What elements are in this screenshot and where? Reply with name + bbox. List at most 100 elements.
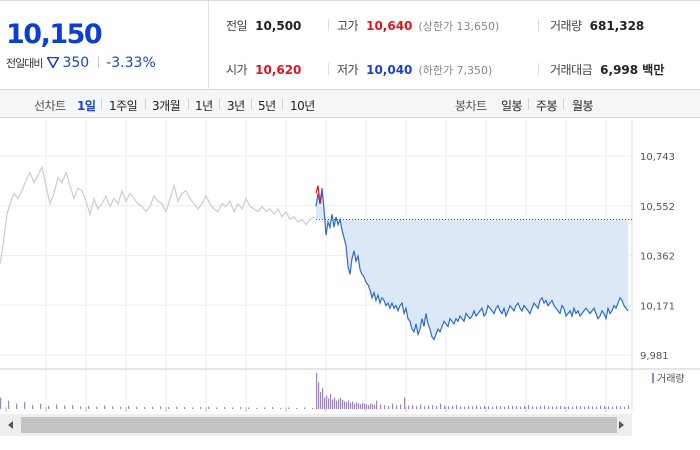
- volume-bar: [232, 407, 234, 409]
- tab-3-years[interactable]: 3년: [227, 99, 245, 113]
- volume-bar: [264, 407, 266, 409]
- current-price-box: 10,150 전일대비 350 -3.33%: [0, 1, 209, 90]
- stat-volume: 거래량 681,328: [550, 17, 644, 34]
- amount-value: 6,998 백만: [600, 63, 665, 77]
- volume-bar: [24, 402, 26, 409]
- tab-weekly-candle[interactable]: 주봉: [536, 99, 558, 113]
- volume-bar: [620, 406, 622, 409]
- volume-bar: [400, 404, 402, 409]
- volume-bar: [32, 405, 34, 409]
- open-label: 시가: [226, 63, 248, 77]
- volume-bar: [628, 405, 630, 409]
- volume-bar: [596, 406, 598, 409]
- volume-bar: [288, 407, 290, 409]
- volume-bar: [296, 407, 298, 409]
- volume-value: 681,328: [589, 19, 645, 33]
- today-area-fill: [316, 188, 628, 340]
- volume-bar: [540, 405, 542, 409]
- volume-bar: [436, 405, 438, 409]
- volume-bar: [0, 397, 2, 409]
- tab-10-years[interactable]: 10년: [290, 99, 315, 113]
- volume-bar: [412, 405, 414, 409]
- y-tick-label: 10,552: [640, 202, 675, 213]
- y-tick-label: 10,171: [640, 301, 675, 312]
- volume-bar: [380, 404, 382, 409]
- stat-open: 시가 10,620: [226, 61, 301, 78]
- volume-bar: [456, 405, 458, 409]
- volume-bar: [330, 393, 332, 409]
- volume-bar: [370, 403, 372, 409]
- volume-bar: [328, 398, 330, 409]
- volume-bar: [448, 406, 450, 409]
- volume-bar: [536, 406, 538, 409]
- volume-bar: [344, 401, 346, 409]
- volume-bar: [240, 407, 242, 409]
- tab-3-months[interactable]: 3개월: [152, 99, 181, 113]
- volume-bar: [516, 406, 518, 409]
- stat-high: 고가 10,640 (상한가 13,650): [337, 17, 499, 34]
- volume-bar: [556, 406, 558, 409]
- volume-bar: [192, 407, 194, 409]
- open-value: 10,620: [255, 63, 302, 77]
- volume-bar: [352, 401, 354, 409]
- volume-bar: [468, 405, 470, 409]
- volume-bar: [40, 403, 42, 409]
- volume-bar: [256, 407, 258, 409]
- change-row: 전일대비 350 -3.33%: [6, 55, 156, 71]
- chart-scrollbar[interactable]: [0, 414, 632, 436]
- volume-bar: [376, 400, 378, 409]
- volume-bar: [604, 405, 606, 409]
- tab-1-year[interactable]: 1년: [195, 99, 213, 113]
- candle-chart-label: 봉차트: [455, 99, 487, 113]
- scroll-thumb[interactable]: [21, 417, 617, 433]
- stat-divider: [328, 63, 329, 75]
- volume-bar: [88, 405, 90, 409]
- stat-prev-close: 전일 10,500: [226, 17, 301, 34]
- tab-1-day[interactable]: 1일: [77, 99, 96, 113]
- tab-monthly-candle[interactable]: 월봉: [572, 99, 594, 113]
- volume-bar: [112, 406, 114, 409]
- volume-bar: [528, 405, 530, 409]
- volume-bar: [520, 406, 522, 409]
- volume-bar: [548, 406, 550, 409]
- volume-bar: [388, 405, 390, 409]
- prev-close-label: 전일: [226, 19, 248, 33]
- volume-bar: [424, 406, 426, 409]
- volume-bar: [248, 407, 250, 409]
- volume-bar: [338, 399, 340, 409]
- volume-bar: [580, 406, 582, 409]
- volume-bar: [358, 403, 360, 409]
- tab-divider: [528, 99, 529, 109]
- volume-bar: [524, 405, 526, 409]
- volume-bar: [208, 406, 210, 409]
- tab-5-years[interactable]: 5년: [258, 99, 276, 113]
- tab-divider: [251, 99, 252, 109]
- low-label: 저가: [337, 63, 359, 77]
- volume-bar: [484, 405, 486, 409]
- volume-label: 거래량: [550, 19, 582, 33]
- volume-bar: [428, 405, 430, 409]
- volume-bar: [280, 407, 282, 409]
- volume-bar: [272, 407, 274, 409]
- scroll-left-arrow-icon[interactable]: [4, 418, 18, 432]
- tab-1-week[interactable]: 1주일: [109, 99, 138, 113]
- stat-amount: 거래대금 6,998 백만: [550, 61, 664, 78]
- volume-bar: [346, 402, 348, 409]
- volume-bar: [432, 405, 434, 409]
- volume-bar: [342, 399, 344, 409]
- volume-bar: [444, 405, 446, 409]
- volume-bar: [404, 397, 406, 409]
- amount-label: 거래대금: [550, 63, 593, 77]
- volume-bar: [56, 404, 58, 409]
- price-summary-panel: 10,150 전일대비 350 -3.33% 전일 10,500 시가 10,620…: [0, 0, 700, 90]
- tab-divider: [563, 99, 564, 109]
- volume-bar: [476, 405, 478, 409]
- change-separator: [97, 56, 99, 68]
- scroll-right-arrow-icon[interactable]: [614, 418, 628, 432]
- volume-bar: [564, 406, 566, 409]
- current-price: 10,150: [6, 19, 103, 50]
- volume-bar: [334, 397, 336, 409]
- volume-bar: [104, 405, 106, 409]
- tab-daily-candle[interactable]: 일봉: [501, 99, 523, 113]
- volume-bar: [464, 406, 466, 409]
